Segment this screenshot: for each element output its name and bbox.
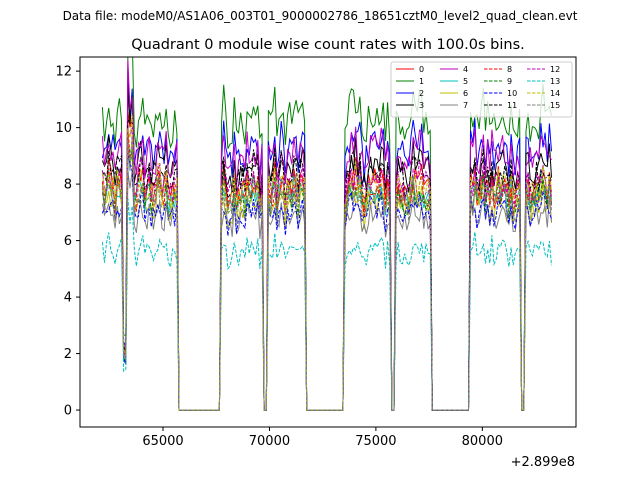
y-tick-label: 8 bbox=[64, 178, 72, 193]
y-tick-label: 12 bbox=[55, 65, 72, 80]
y-tick-label: 10 bbox=[55, 121, 72, 136]
x-tick-label: 80000 bbox=[462, 434, 503, 449]
series-layer bbox=[101, 57, 552, 411]
legend-label-5: 5 bbox=[463, 77, 468, 86]
legend-label-0: 0 bbox=[419, 65, 424, 74]
y-tick-label: 0 bbox=[64, 404, 72, 419]
chart-title: Quadrant 0 module wise count rates with … bbox=[131, 37, 525, 53]
x-axis: 65000 70000 75000 80000 bbox=[142, 427, 503, 449]
legend-label-9: 9 bbox=[507, 77, 512, 86]
plot-area bbox=[79, 56, 577, 428]
legend-label-13: 13 bbox=[550, 77, 560, 86]
y-tick-label: 4 bbox=[64, 291, 72, 306]
series-line-15 bbox=[101, 132, 552, 411]
legend-label-11: 11 bbox=[507, 101, 517, 110]
legend-label-1: 1 bbox=[419, 77, 424, 86]
y-tick-label: 6 bbox=[64, 234, 72, 249]
x-tick-label: 65000 bbox=[142, 434, 183, 449]
legend-label-12: 12 bbox=[550, 65, 560, 74]
x-tick-label: 70000 bbox=[249, 434, 290, 449]
x-tick-label: 75000 bbox=[355, 434, 396, 449]
legend-label-3: 3 bbox=[419, 101, 424, 110]
x-axis-offset-label: +2.899e8 bbox=[511, 455, 575, 470]
legend-label-4: 4 bbox=[463, 65, 468, 74]
y-tick-label: 2 bbox=[64, 347, 72, 362]
legend-label-2: 2 bbox=[419, 89, 424, 98]
y-axis: 0 2 4 6 8 10 12 bbox=[55, 65, 80, 419]
legend-label-7: 7 bbox=[463, 101, 468, 110]
series-line-14 bbox=[101, 115, 552, 411]
legend-label-6: 6 bbox=[463, 89, 468, 98]
axes-frame bbox=[79, 56, 577, 428]
chart-suptitle: Data file: modeM0/AS1A06_003T01_90000027… bbox=[63, 9, 578, 23]
legend-frame bbox=[390, 61, 573, 118]
legend-label-15: 15 bbox=[550, 101, 560, 110]
legend-label-10: 10 bbox=[507, 89, 517, 98]
legend-label-8: 8 bbox=[507, 65, 512, 74]
legend-label-14: 14 bbox=[550, 89, 560, 98]
